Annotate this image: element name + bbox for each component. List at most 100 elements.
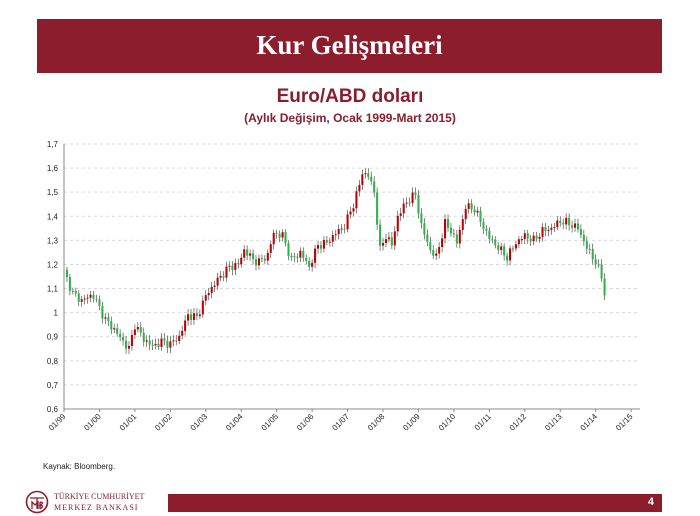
candle-body	[535, 235, 538, 239]
candle-body	[314, 248, 317, 263]
candle-body	[432, 250, 435, 256]
candle-body	[234, 263, 237, 270]
candle-body	[130, 334, 133, 346]
candle-body	[503, 246, 506, 256]
candle-body	[151, 344, 154, 346]
footer-bar: 4	[168, 494, 662, 512]
candle-body	[364, 173, 367, 175]
candle-body	[293, 256, 296, 258]
candle-body	[576, 223, 580, 230]
candle-body	[172, 340, 175, 342]
candle-body	[287, 243, 290, 256]
candle-body	[517, 239, 520, 245]
candle-body	[538, 236, 541, 239]
candle-body	[201, 300, 204, 315]
y-tick-label: 1,2	[47, 260, 59, 269]
candle-body	[426, 234, 429, 242]
candle-body	[154, 343, 157, 346]
x-tick-label: 01/13	[543, 412, 564, 433]
candle-body	[411, 192, 414, 204]
candle-body	[396, 215, 399, 232]
bank-name-line1: TÜRKİYE CUMHURİYET	[54, 492, 145, 501]
bank-name-line2: MERKEZ BANKASI	[54, 503, 139, 512]
candle-body	[358, 184, 361, 192]
candle-body	[399, 213, 402, 216]
candle-body	[435, 253, 438, 256]
candle-body	[506, 255, 509, 261]
candle-body	[257, 258, 260, 266]
candle-body	[585, 241, 588, 249]
candle-body	[95, 298, 98, 300]
candle-body	[163, 338, 166, 341]
candle-body	[299, 250, 302, 258]
candle-body	[240, 257, 243, 265]
source-note: Kaynak: Bloomberg.	[43, 462, 116, 471]
candle-body	[204, 295, 207, 301]
candle-body	[532, 235, 535, 242]
candle-body	[142, 332, 145, 342]
candle-body	[446, 219, 450, 228]
candle-body	[184, 320, 187, 331]
candle-body	[266, 252, 269, 261]
candle-body	[281, 232, 284, 238]
x-tick-label: 01/10	[437, 412, 458, 433]
x-tick-label: 01/07	[330, 412, 351, 433]
x-tick-label: 01/04	[224, 412, 245, 433]
candle-body	[122, 337, 125, 341]
candle-body	[449, 227, 452, 234]
candle-body	[494, 239, 497, 246]
x-tick-label: 01/03	[189, 412, 210, 433]
candle-body	[367, 173, 370, 177]
candle-body	[222, 275, 225, 278]
candle-body	[334, 234, 337, 236]
candle-body	[370, 176, 373, 182]
candle-body	[573, 223, 577, 228]
y-tick-label: 1,4	[47, 212, 59, 221]
candle-body	[133, 329, 136, 335]
candle-body	[252, 253, 255, 260]
slide-title: Kur Gelişmeleri	[256, 30, 443, 60]
candle-body	[110, 321, 113, 330]
candle-body	[479, 210, 482, 222]
candle-body	[189, 314, 193, 321]
candle-body	[68, 277, 71, 291]
x-tick-label: 01/06	[295, 412, 316, 433]
x-tick-label: 01/05	[260, 412, 281, 433]
candle-body	[414, 192, 417, 196]
candle-body	[390, 237, 393, 246]
x-tick-label: 01/99	[47, 412, 68, 433]
candle-body	[438, 247, 441, 254]
candle-body	[417, 195, 420, 214]
y-tick-label: 1,1	[47, 285, 59, 294]
candle-body	[319, 245, 323, 249]
candle-body	[65, 269, 68, 278]
candle-body	[361, 174, 364, 185]
y-tick-label: 0,9	[47, 333, 59, 342]
candle-body	[497, 245, 500, 251]
candle-body	[441, 238, 444, 248]
candle-body	[207, 292, 210, 296]
candle-body	[420, 213, 423, 224]
candle-body	[169, 341, 172, 348]
candle-body	[124, 340, 128, 349]
candle-body	[429, 241, 432, 251]
candle-body	[145, 340, 148, 342]
candle-body	[379, 224, 382, 246]
candle-body	[455, 234, 458, 244]
candle-body	[550, 227, 553, 230]
candle-body	[514, 244, 517, 249]
candle-body	[83, 298, 86, 300]
candle-body	[284, 232, 287, 244]
x-tick-label: 01/01	[118, 412, 139, 433]
candle-body	[346, 214, 349, 230]
candle-body	[263, 258, 266, 261]
candle-body	[511, 248, 515, 250]
candle-body	[529, 238, 532, 242]
candle-body	[195, 313, 198, 317]
candle-body	[275, 232, 278, 234]
candle-body	[71, 290, 74, 292]
candle-body	[331, 235, 334, 242]
candle-body	[405, 202, 408, 204]
candle-body	[210, 286, 213, 293]
